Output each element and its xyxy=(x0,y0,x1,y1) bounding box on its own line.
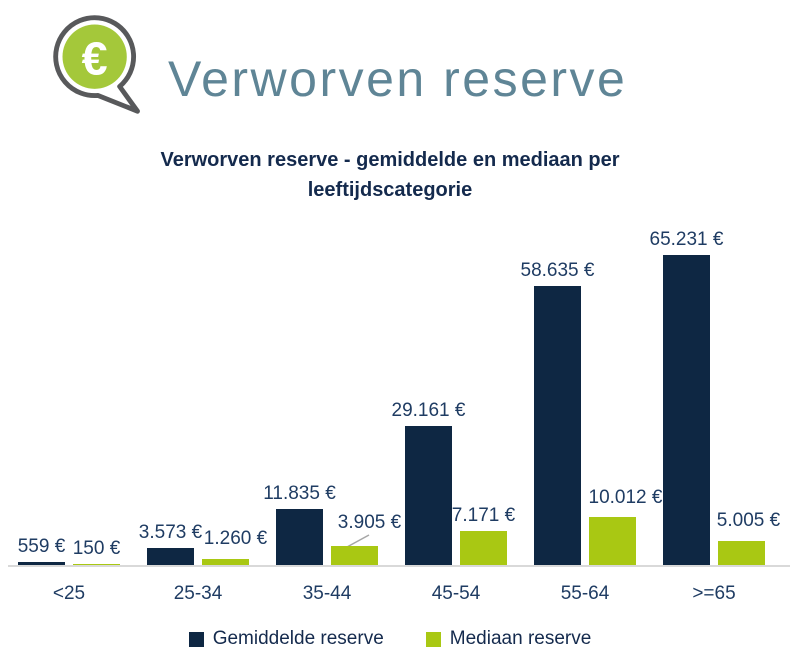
x-axis-label-<25: <25 xyxy=(52,583,86,604)
bar-mediaan-reserve-<25 xyxy=(73,564,120,565)
legend-label-gemiddelde-reserve: Gemiddelde reserve xyxy=(212,628,384,649)
chart-title-line-1: Verworven reserve - gemiddelde en mediaa… xyxy=(160,149,620,171)
value-label-gemiddelde-reserve-55-64: 58.635 € xyxy=(520,260,595,281)
bar-gemiddelde-reserve-45-54 xyxy=(405,426,452,565)
euro-circle xyxy=(62,24,127,89)
value-label-gemiddelde-reserve-25-34: 3.573 € xyxy=(138,522,203,543)
bar-mediaan-reserve-25-34 xyxy=(202,559,249,565)
value-label-mediaan-reserve-<25: 150 € xyxy=(72,538,121,559)
value-label-mediaan-reserve->=65: 5.005 € xyxy=(716,510,781,531)
chart-title-line-2: leeftijdscategorie xyxy=(307,179,473,201)
legend-item-gemiddelde-reserve: Gemiddelde reserve xyxy=(188,628,384,650)
x-axis-label-45-54: 45-54 xyxy=(431,583,481,604)
bar-gemiddelde-reserve-<25 xyxy=(18,562,65,565)
value-label-mediaan-reserve-45-54: 7.171 € xyxy=(451,505,516,526)
x-axis-line xyxy=(8,565,790,567)
euro-speech-bubble-icon: € xyxy=(53,15,140,114)
legend-swatch-mediaan-reserve xyxy=(425,631,441,647)
bar-gemiddelde-reserve-35-44 xyxy=(276,509,323,565)
legend-label-mediaan-reserve: Mediaan reserve xyxy=(449,628,592,649)
value-label-gemiddelde-reserve->=65: 65.231 € xyxy=(649,229,724,250)
chart-title: Verworven reserve - gemiddelde en mediaa… xyxy=(90,145,690,205)
euro-symbol: € xyxy=(82,33,108,85)
bar-gemiddelde-reserve-25-34 xyxy=(147,548,194,565)
value-label-gemiddelde-reserve-<25: 559 € xyxy=(17,536,66,557)
value-label-mediaan-reserve-55-64: 10.012 € xyxy=(588,487,663,508)
legend-swatch-gemiddelde-reserve xyxy=(188,631,204,647)
bar-mediaan-reserve-45-54 xyxy=(460,531,507,565)
page-title: Verworven reserve xyxy=(168,51,628,107)
bar-mediaan-reserve-55-64 xyxy=(589,517,636,565)
chart-legend: Gemiddelde reserve Mediaan reserve xyxy=(0,628,780,650)
value-label-mediaan-reserve-25-34: 1.260 € xyxy=(203,528,268,549)
bar-gemiddelde-reserve-55-64 xyxy=(534,286,581,565)
x-axis-label-25-34: 25-34 xyxy=(173,583,223,604)
value-label-gemiddelde-reserve-45-54: 29.161 € xyxy=(391,400,466,421)
value-label-gemiddelde-reserve-35-44: 11.835 € xyxy=(263,483,336,504)
x-axis-label->=65: >=65 xyxy=(692,583,736,604)
x-axis-label-35-44: 35-44 xyxy=(302,583,352,604)
bar-mediaan-reserve->=65 xyxy=(718,541,765,565)
value-label-mediaan-reserve-35-44: 3.905 € xyxy=(337,512,402,533)
bar-mediaan-reserve-35-44 xyxy=(331,546,378,565)
bar-gemiddelde-reserve->=65 xyxy=(663,255,710,565)
legend-item-mediaan-reserve: Mediaan reserve xyxy=(425,628,592,650)
x-axis-label-55-64: 55-64 xyxy=(560,583,610,604)
